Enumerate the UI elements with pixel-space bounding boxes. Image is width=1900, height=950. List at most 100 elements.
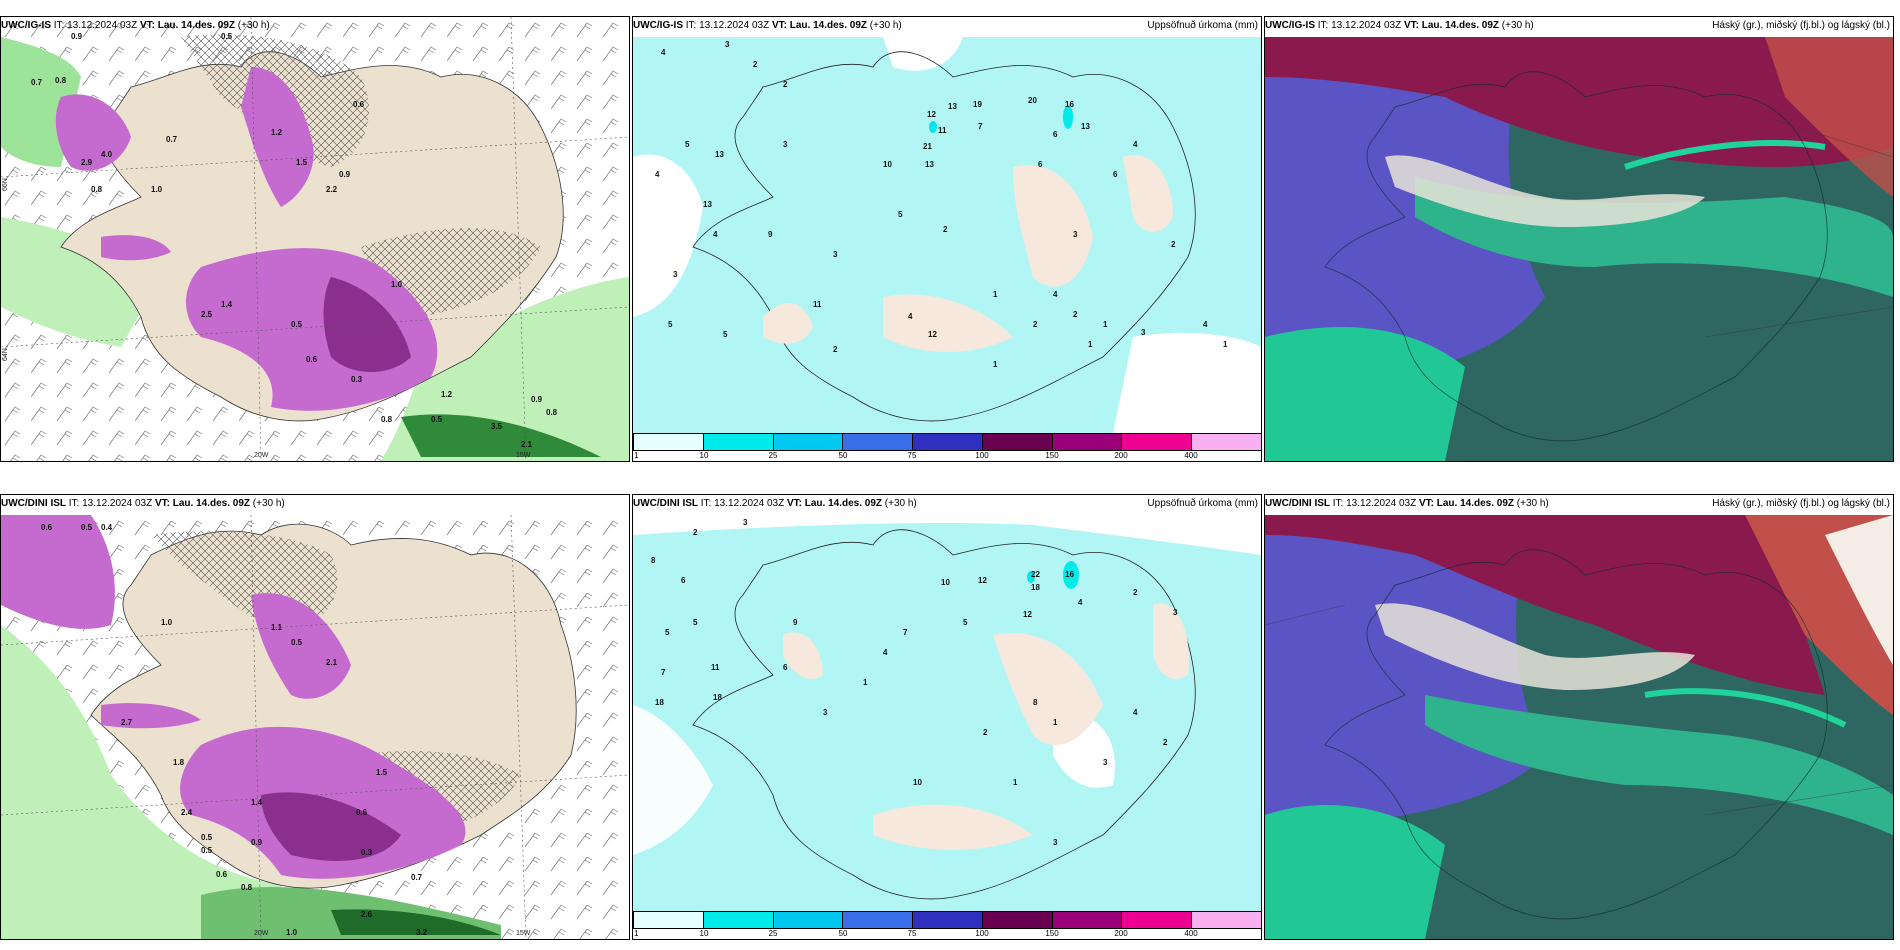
- value-label: 0.5: [291, 638, 303, 647]
- value-label: 2.6: [361, 910, 373, 919]
- value-label: 2.1: [326, 658, 338, 667]
- value-label: 5: [693, 618, 698, 627]
- value-label: 1.0: [391, 280, 403, 289]
- map-accum-precip[interactable]: 4 3 2 2 13 5 4 3 12 13 11 21 13 19 20 16…: [633, 37, 1261, 433]
- value-label: 13: [925, 160, 934, 169]
- value-label: 0.9: [71, 32, 83, 41]
- low-precip-land-3: [763, 303, 813, 344]
- value-label: 6: [1038, 160, 1043, 169]
- precip-purple-core: [261, 792, 401, 861]
- value-label: 2.9: [81, 158, 93, 167]
- map-cloud-cover[interactable]: [1265, 515, 1893, 939]
- precip-value-labels: 0.6 0.5 0.4 1.0 0.5 2.1 2.7 1.8 1.4 0.6 …: [41, 523, 428, 937]
- green-precip-sw: [1, 217, 161, 347]
- valid-time: Lau. 14.des. 09Z: [1436, 498, 1515, 509]
- value-label: 4: [1053, 290, 1058, 299]
- value-label: 5: [898, 210, 903, 219]
- precip-magenta-n: [251, 593, 351, 699]
- value-label: 6: [1053, 130, 1058, 139]
- value-label: 11: [938, 126, 947, 135]
- value-label: 7: [903, 628, 908, 637]
- green-precip-sw: [1, 625, 301, 939]
- precip-cell: [929, 121, 937, 133]
- map-canvas: 20W 15W 66N 64N 0.9 0.5 0.8 0.7 1.0 1.2 …: [1, 17, 629, 461]
- value-label: 8: [651, 556, 656, 565]
- lead-time: (+30 h): [237, 20, 270, 31]
- vt-prefix: VT:: [139, 20, 155, 31]
- map-canvas: [1265, 37, 1893, 461]
- value-label: 4.0: [101, 150, 113, 159]
- value-label: 5: [963, 618, 968, 627]
- value-label: 0.5: [201, 833, 213, 842]
- value-label: 3: [1073, 230, 1078, 239]
- precip-magenta-nw: [55, 94, 131, 171]
- field-description: Háský (gr.), miðský (fj.bl.) og lágský (…: [1712, 498, 1890, 509]
- low-precip-land-2: [883, 294, 1013, 352]
- model-name: UWC/DINI ISL: [1, 498, 66, 509]
- precip-magenta-n: [241, 67, 314, 207]
- lat-tick-66n: 66N: [2, 178, 9, 191]
- colorbar-swatch: [702, 912, 773, 928]
- colorbar-swatch: [633, 434, 703, 450]
- value-label: 3: [1173, 608, 1178, 617]
- value-label: 0.5: [291, 320, 303, 329]
- map-cloud-cover[interactable]: [1265, 37, 1893, 461]
- map-canvas: 3 2 8 6 5 7 18 11 12 10 22 18 16 4 3 2 1…: [633, 515, 1261, 911]
- value-label: 5: [668, 320, 673, 329]
- colorbar-tick: 25: [768, 451, 778, 460]
- colorbar-tick: 75: [907, 929, 917, 938]
- green-band-se: [401, 414, 601, 457]
- vt-prefix: VT:: [786, 498, 802, 509]
- map-accum-precip[interactable]: 3 2 8 6 5 7 18 11 12 10 22 18 16 4 3 2 1…: [633, 515, 1261, 911]
- value-label: 1.8: [173, 758, 185, 767]
- value-label: 5: [723, 330, 728, 339]
- value-label: 0.8: [381, 415, 393, 424]
- value-label: 22: [1031, 570, 1040, 579]
- value-label: 11: [711, 663, 720, 672]
- lon-tick-15w: 15W: [516, 452, 531, 459]
- colorbar-swatch: [772, 912, 843, 928]
- precip-magenta-nw: [1, 515, 115, 629]
- cloud-streak-green: [1644, 688, 1847, 728]
- precip-purple-core: [323, 277, 411, 372]
- cloud-white-streaks: [1385, 155, 1705, 227]
- low-precip-land-2: [873, 804, 1033, 850]
- value-label: 4: [1203, 320, 1208, 329]
- map-canvas: [1265, 515, 1893, 939]
- value-label: 2.2: [326, 185, 338, 194]
- panel-title: UWC/IG-IS IT: 13.12.2024 03Z VT: Lau. 14…: [633, 20, 902, 31]
- vt-prefix: VT:: [154, 498, 170, 509]
- panel-title: UWC/IG-IS IT: 13.12.2024 03Z VT: Lau. 14…: [1, 20, 270, 31]
- map-precip-wind[interactable]: 20W 15W 66N 64N 0.9 0.5 0.8 0.7 1.0 1.2 …: [1, 17, 629, 461]
- value-label: 1.5: [376, 768, 388, 777]
- map-precip-wind[interactable]: 20W 15W 0.6 0.5 0.4 1.0 0.5 2.1 2.7 1.8 …: [1, 515, 629, 939]
- colorbar-tick: 75: [907, 451, 917, 460]
- precip-value-labels: 0.9 0.5 0.8 0.7 1.0 1.2 4.0 2.9 0.8 0.7 …: [31, 32, 558, 449]
- precip-magenta-w: [101, 703, 201, 729]
- value-label: 2: [1163, 738, 1168, 747]
- value-label: 0.7: [31, 78, 43, 87]
- value-label: 0.8: [91, 185, 103, 194]
- value-label: 7: [661, 668, 666, 677]
- valid-time: Lau. 14.des. 09Z: [1421, 20, 1500, 31]
- value-label: 3: [1103, 758, 1108, 767]
- vt-prefix: VT:: [1403, 20, 1419, 31]
- value-label: 12: [1023, 610, 1032, 619]
- vt-prefix: VT:: [1418, 498, 1434, 509]
- panel-dini-accum-precip: UWC/DINI ISL IT: 13.12.2024 03Z VT: Lau.…: [632, 494, 1262, 940]
- value-label: 3: [743, 518, 748, 527]
- value-label: 7: [978, 122, 983, 131]
- panel-title: UWC/DINI ISL IT: 13.12.2024 03Z VT: Lau.…: [633, 498, 917, 509]
- value-label: 2.4: [181, 808, 193, 817]
- colorbar: [633, 433, 1261, 451]
- dry-area-north: [883, 37, 963, 71]
- value-label: 1: [1053, 718, 1058, 727]
- colorbar-swatch: [633, 912, 703, 928]
- value-label: 2: [753, 60, 758, 69]
- value-label: 1.0: [151, 185, 163, 194]
- value-label: 1.0: [286, 928, 298, 937]
- value-label: 13: [948, 102, 957, 111]
- colorbar-tick: 50: [838, 451, 848, 460]
- value-label: 11: [813, 300, 822, 309]
- low-cloud-sw: [1265, 327, 1465, 461]
